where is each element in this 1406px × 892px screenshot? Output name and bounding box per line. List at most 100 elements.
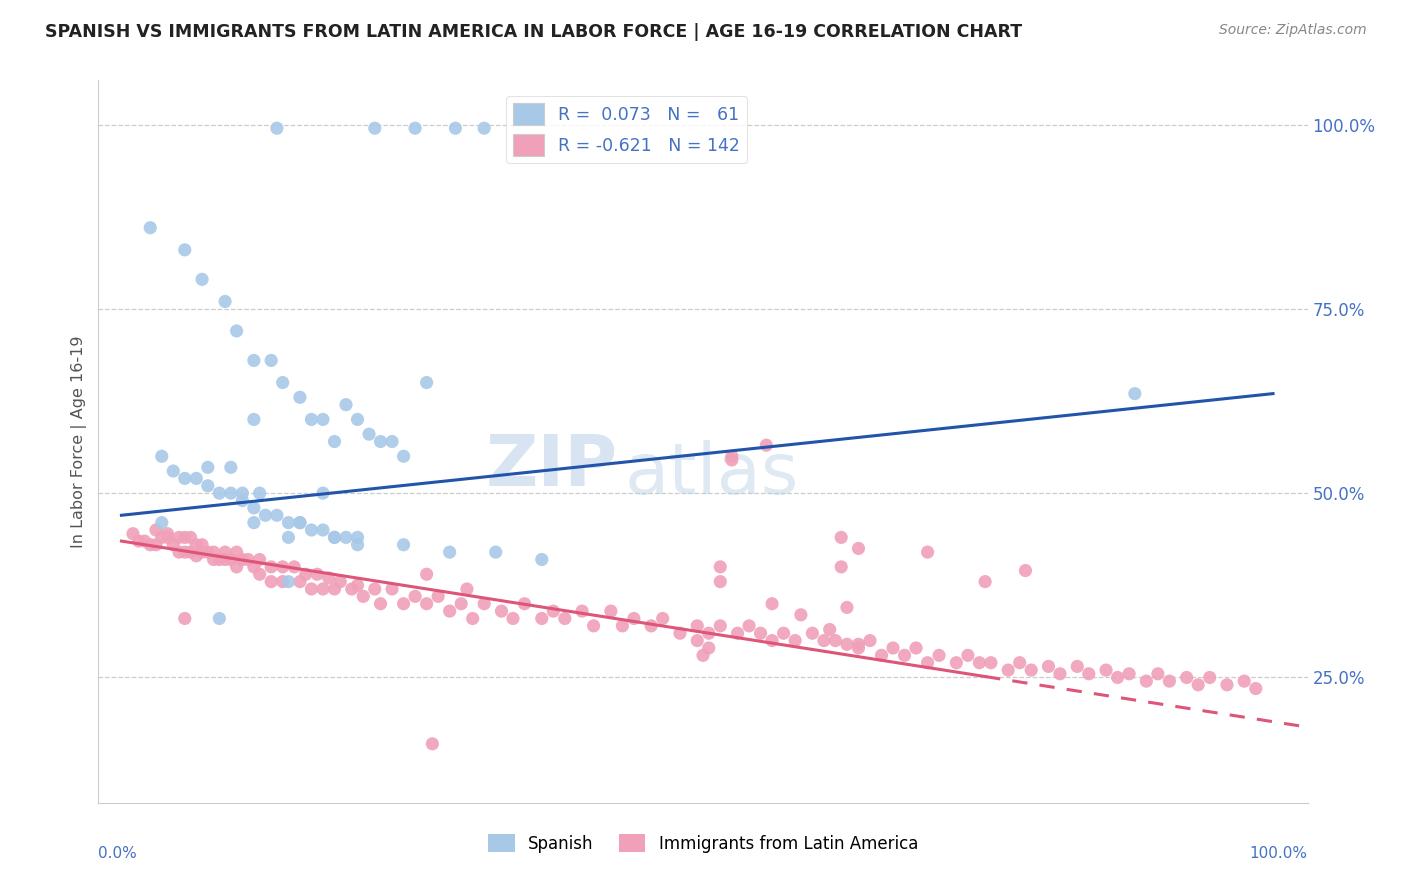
Point	[243, 353, 266, 368]
Point	[928, 648, 950, 663]
Point	[709, 560, 731, 574]
Point	[392, 597, 415, 611]
Point	[790, 607, 813, 622]
Point	[669, 626, 692, 640]
Point	[173, 530, 195, 544]
Point	[422, 737, 444, 751]
Point	[186, 549, 208, 563]
Point	[323, 582, 346, 596]
Text: SPANISH VS IMMIGRANTS FROM LATIN AMERICA IN LABOR FORCE | AGE 16-19 CORRELATION : SPANISH VS IMMIGRANTS FROM LATIN AMERICA…	[45, 23, 1022, 41]
Point	[312, 582, 335, 596]
Point	[1118, 666, 1140, 681]
Point	[818, 623, 841, 637]
Point	[243, 516, 266, 530]
Point	[450, 597, 472, 611]
Point	[686, 633, 709, 648]
Point	[835, 637, 858, 651]
Point	[415, 567, 437, 582]
Point	[623, 611, 645, 625]
Point	[640, 619, 662, 633]
Point	[461, 611, 484, 625]
Point	[294, 567, 316, 582]
Point	[415, 597, 437, 611]
Point	[697, 626, 720, 640]
Point	[197, 479, 219, 493]
Point	[848, 640, 870, 655]
Point	[727, 626, 749, 640]
Point	[139, 538, 162, 552]
Point	[301, 412, 323, 426]
Point	[439, 545, 461, 559]
Point	[323, 530, 346, 544]
Point	[335, 530, 357, 544]
Point	[346, 538, 368, 552]
Point	[392, 538, 415, 552]
Point	[813, 633, 835, 648]
Point	[974, 574, 997, 589]
Point	[288, 516, 311, 530]
Point	[1066, 659, 1088, 673]
Point	[980, 656, 1002, 670]
Point	[167, 545, 190, 559]
Point	[277, 530, 299, 544]
Y-axis label: In Labor Force | Age 16-19: In Labor Force | Age 16-19	[72, 335, 87, 548]
Point	[554, 611, 576, 625]
Point	[208, 486, 231, 500]
Point	[197, 460, 219, 475]
Point	[785, 633, 807, 648]
Point	[772, 626, 794, 640]
Point	[128, 534, 150, 549]
Point	[260, 574, 283, 589]
Point	[491, 604, 513, 618]
Point	[370, 434, 392, 449]
Point	[357, 427, 380, 442]
Point	[697, 640, 720, 655]
Point	[329, 574, 352, 589]
Point	[323, 434, 346, 449]
Point	[848, 541, 870, 556]
Point	[202, 552, 225, 566]
Point	[1019, 663, 1042, 677]
Point	[346, 578, 368, 592]
Point	[301, 582, 323, 596]
Point	[381, 434, 404, 449]
Point	[225, 545, 247, 559]
Point	[543, 604, 565, 618]
Point	[502, 611, 524, 625]
Point	[830, 560, 852, 574]
Point	[755, 438, 778, 452]
Point	[1233, 674, 1256, 689]
Point	[882, 640, 904, 655]
Point	[219, 486, 242, 500]
Point	[1187, 678, 1209, 692]
Point	[1008, 656, 1031, 670]
Point	[571, 604, 593, 618]
Point	[150, 450, 173, 464]
Point	[1135, 674, 1157, 689]
Point	[243, 412, 266, 426]
Point	[945, 656, 967, 670]
Point	[180, 545, 202, 559]
Point	[202, 545, 225, 559]
Point	[1049, 666, 1071, 681]
Point	[749, 626, 772, 640]
Point	[1159, 674, 1181, 689]
Point	[485, 545, 508, 559]
Point	[439, 604, 461, 618]
Point	[969, 656, 991, 670]
Point	[254, 508, 277, 523]
Point	[456, 582, 478, 596]
Point	[346, 530, 368, 544]
Point	[312, 412, 335, 426]
Point	[835, 600, 858, 615]
Point	[824, 633, 846, 648]
Point	[266, 121, 288, 136]
Point	[243, 500, 266, 515]
Point	[956, 648, 979, 663]
Point	[870, 648, 893, 663]
Point	[162, 464, 184, 478]
Point	[720, 453, 742, 467]
Point	[404, 590, 426, 604]
Point	[1077, 666, 1099, 681]
Point	[1123, 386, 1146, 401]
